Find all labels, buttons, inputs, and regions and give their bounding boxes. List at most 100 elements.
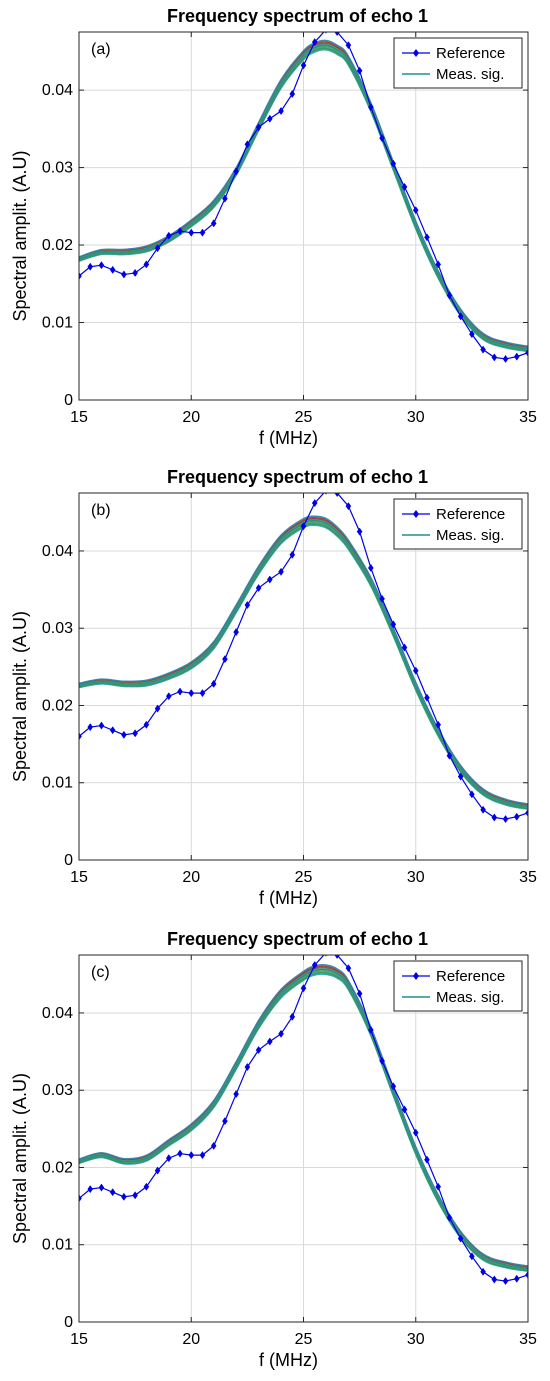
- legend-box: [393, 37, 523, 89]
- reference-point: [244, 1062, 251, 1072]
- data-layer: [79, 955, 528, 1286]
- panel-c: 15 20 25 30 35 0 0.01 0.02 0.03 0.04 Frequency spe…: [10, 929, 537, 1370]
- x-tick-label: 25: [295, 409, 313, 426]
- y-axis-label: Spectral amplit. (A.U): [10, 1073, 30, 1244]
- reference-point: [98, 1183, 105, 1192]
- reference-point: [210, 679, 217, 688]
- reference-point: [143, 260, 150, 269]
- reference-point: [143, 720, 150, 729]
- reference-point: [424, 1155, 430, 1164]
- legend: Reference Meas. sig.: [393, 37, 523, 89]
- chart-title: Frequency spectrum of echo 1: [167, 6, 428, 26]
- x-tick-label: 35: [519, 1331, 537, 1348]
- grid: [79, 32, 528, 400]
- x-tick-label: 30: [407, 409, 425, 426]
- reference-point: [87, 1185, 94, 1194]
- reference-point: [368, 563, 374, 572]
- reference-point: [121, 1192, 127, 1201]
- reference-point: [390, 1082, 397, 1091]
- reference-point: [177, 1149, 183, 1158]
- reference-point: [300, 61, 307, 70]
- y-tick-label: 0.03: [42, 620, 73, 637]
- reference-point: [79, 732, 82, 741]
- y-axis-label: Spectral amplit. (A.U): [10, 611, 30, 782]
- reference-point: [266, 575, 273, 584]
- reference-point: [278, 567, 284, 576]
- ticks: 15 20 25 30 35 0 0.01 0.02 0.03 0.04: [42, 32, 537, 426]
- y-tick-label: 0.01: [42, 1237, 73, 1254]
- meas-signal-main-line: [79, 968, 528, 1270]
- reference-point: [446, 1213, 453, 1222]
- y-tick-label: 0.04: [42, 1005, 73, 1022]
- reference-point: [356, 527, 363, 536]
- y-tick-label: 0.01: [42, 775, 73, 792]
- reference-point: [300, 984, 307, 993]
- x-axis-label: f (MHz): [259, 1350, 318, 1370]
- legend-meas-label: Meas. sig.: [436, 66, 504, 83]
- chart-title: Frequency spectrum of echo 1: [167, 929, 428, 949]
- reference-point: [278, 106, 284, 116]
- reference-point: [502, 815, 509, 824]
- x-tick-label: 35: [519, 869, 537, 886]
- x-tick-label: 30: [407, 1331, 425, 1348]
- reference-point: [177, 687, 183, 696]
- reference-point: [233, 167, 239, 176]
- data-layer: [79, 32, 528, 363]
- y-tick-label: 0.02: [42, 237, 73, 254]
- reference-point: [469, 1252, 475, 1261]
- x-tick-label: 35: [519, 409, 537, 426]
- reference-point: [334, 32, 341, 37]
- reference-point: [132, 729, 138, 738]
- reference-point: [502, 1277, 509, 1286]
- y-tick-label: 0.03: [42, 1082, 73, 1099]
- legend-reference-marker: [413, 510, 419, 518]
- reference-point: [210, 1141, 217, 1150]
- reference-point: [121, 270, 127, 279]
- reference-point: [345, 502, 352, 511]
- reference-point: [199, 228, 206, 237]
- reference-point: [525, 1270, 528, 1279]
- reference-point: [244, 600, 251, 610]
- reference-point: [154, 1166, 161, 1175]
- legend-reference-label: Reference: [436, 45, 505, 62]
- reference-point: [109, 726, 116, 735]
- legend: Reference Meas. sig.: [393, 498, 523, 550]
- panel-a: 15 20 25 30 35 0 0.01 0.02 0.03 0.04 Frequency spe…: [10, 6, 537, 448]
- reference-point: [233, 628, 239, 637]
- reference-point: [491, 353, 498, 362]
- reference-point: [266, 114, 273, 123]
- y-tick-label: 0: [64, 392, 73, 409]
- reference-point: [109, 265, 116, 274]
- reference-point: [368, 103, 374, 112]
- reference-point: [255, 583, 262, 593]
- legend-meas-label: Meas. sig.: [436, 989, 504, 1006]
- reference-point: [188, 228, 195, 237]
- reference-point: [401, 643, 408, 652]
- reference-point: [289, 550, 296, 559]
- legend-reference-label: Reference: [436, 968, 505, 985]
- legend-reference-marker: [413, 972, 419, 980]
- reference-point: [525, 808, 528, 817]
- x-tick-label: 30: [407, 869, 425, 886]
- reference-point: [457, 772, 464, 781]
- reference-point: [98, 721, 105, 730]
- reference-point: [244, 140, 251, 149]
- reference-point: [98, 261, 105, 270]
- reference-point: [188, 689, 195, 698]
- y-axis-label: Spectral amplit. (A.U): [10, 150, 30, 321]
- x-tick-label: 20: [182, 1331, 200, 1348]
- reference-point: [132, 268, 138, 277]
- meas-signal-line: [79, 515, 528, 805]
- ticks: 15 20 25 30 35 0 0.01 0.02 0.03 0.04: [42, 493, 537, 886]
- x-tick-label: 15: [70, 409, 88, 426]
- legend-box: [393, 498, 523, 550]
- reference-point: [79, 1194, 82, 1203]
- reference-point: [424, 693, 430, 702]
- reference-point: [255, 1045, 262, 1055]
- legend: Reference Meas. sig.: [393, 960, 523, 1012]
- reference-point: [412, 206, 419, 215]
- reference-point: [379, 594, 385, 603]
- reference-point: [368, 1025, 374, 1034]
- x-tick-label: 20: [182, 869, 200, 886]
